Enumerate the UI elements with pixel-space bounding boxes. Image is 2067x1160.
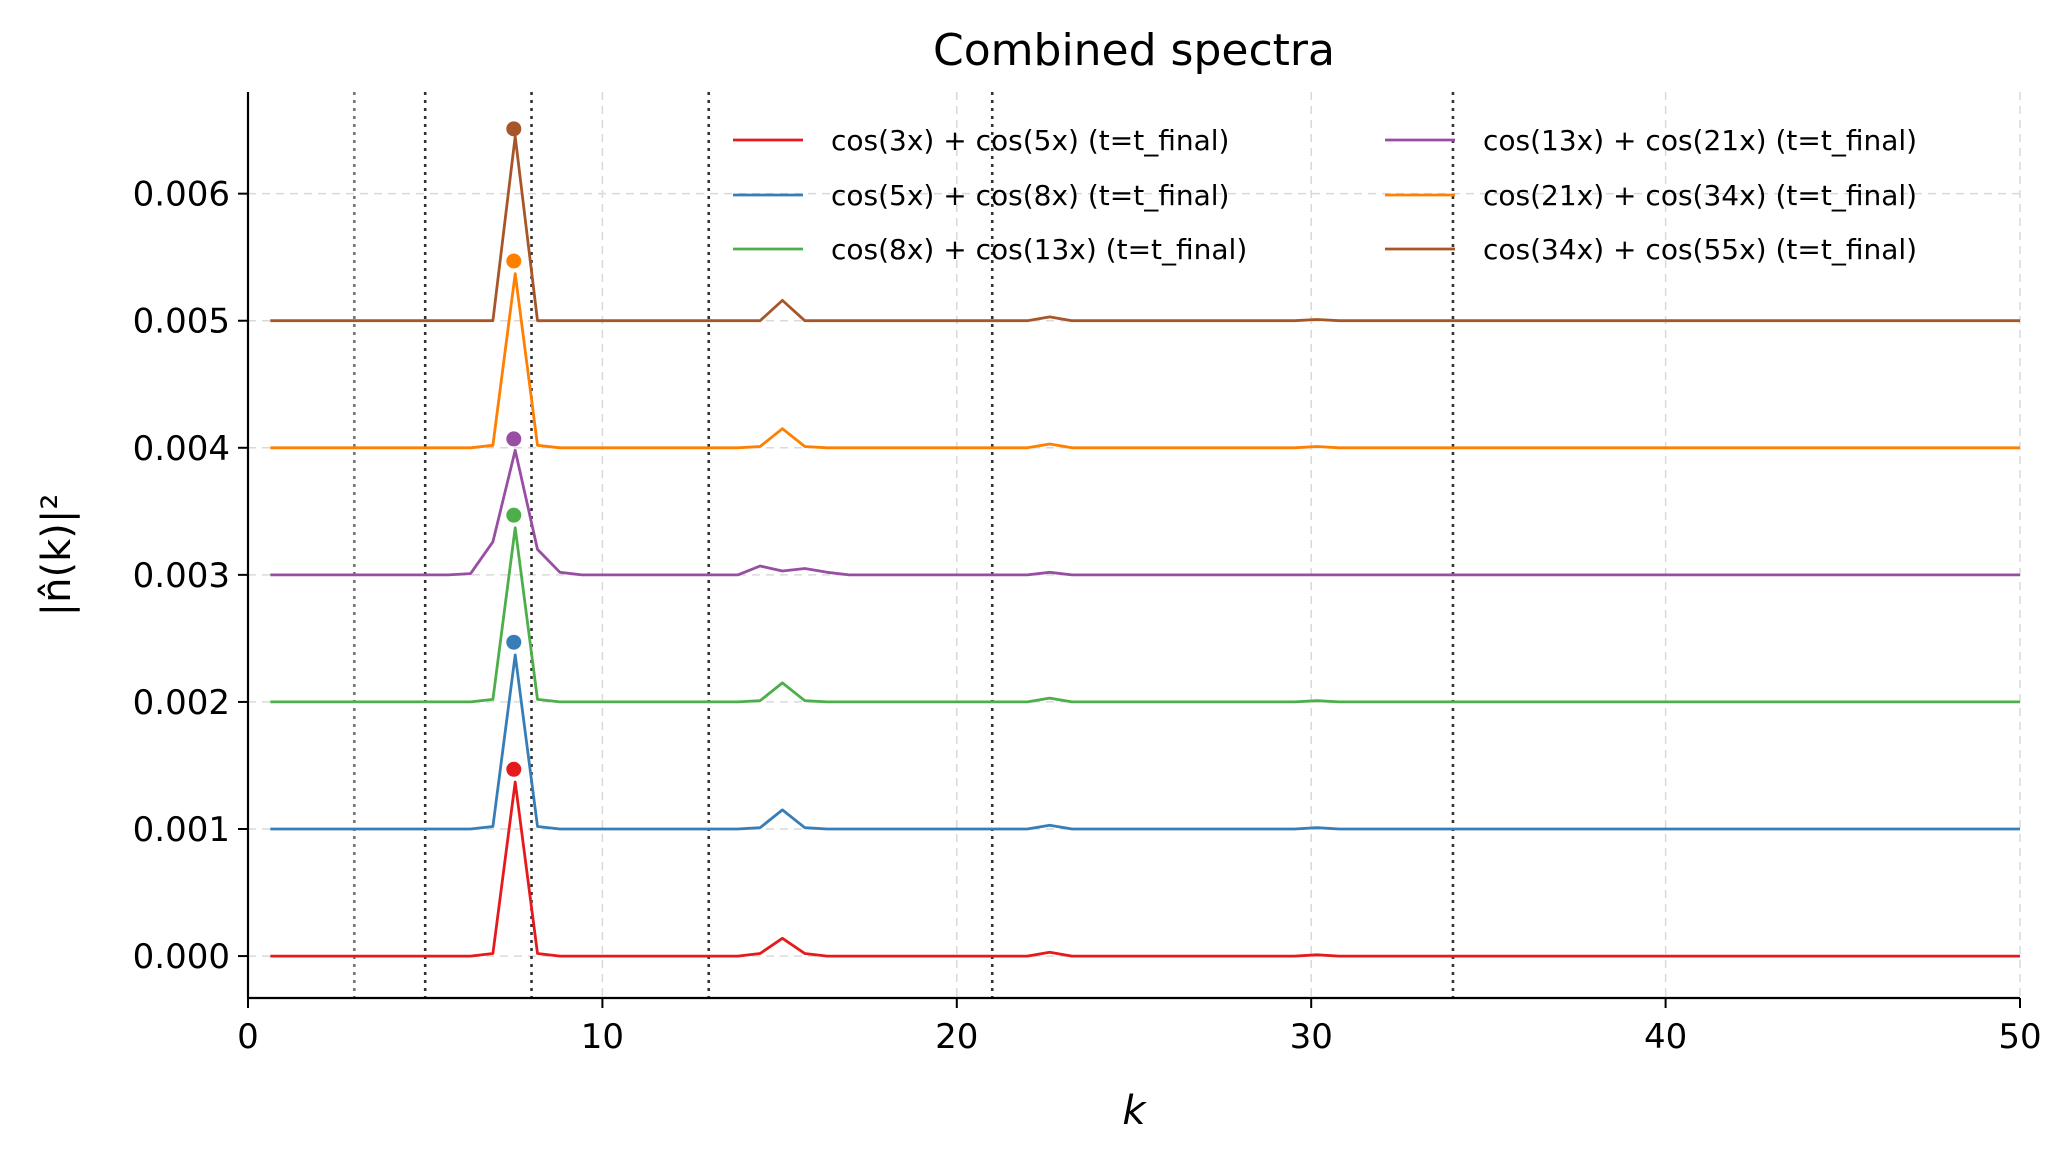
- y-tick-label: 0.003: [133, 556, 230, 596]
- x-tick-label: 50: [1998, 1017, 2041, 1057]
- series-lines: [270, 121, 2020, 958]
- x-tick-label: 30: [1290, 1017, 1333, 1057]
- series-line: [270, 448, 2020, 577]
- legend: cos(3x) + cos(5x) (t=t_final) cos(5x) + c…: [733, 124, 1917, 266]
- axes: [246, 92, 2020, 1000]
- y-tick-label: 0.002: [133, 683, 230, 723]
- peak-marker: [506, 761, 522, 777]
- legend-entry: cos(3x) + cos(5x) (t=t_final): [831, 124, 1229, 157]
- series-line: [270, 526, 2020, 704]
- y-tick-label: 0.006: [133, 175, 230, 215]
- legend-entry: cos(21x) + cos(34x) (t=t_final): [1483, 179, 1917, 212]
- peak-marker: [506, 121, 522, 137]
- legend-entry: cos(5x) + cos(8x) (t=t_final): [831, 179, 1229, 212]
- series-line: [270, 780, 2020, 958]
- chart-title: Combined spectra: [933, 25, 1335, 76]
- series-line: [270, 272, 2020, 450]
- series-line: [270, 653, 2020, 831]
- y-tick-label: 0.001: [133, 810, 230, 850]
- y-tick-label: 0.000: [133, 937, 230, 977]
- series-line: [270, 135, 2020, 323]
- legend-entry: cos(8x) + cos(13x) (t=t_final): [831, 233, 1247, 266]
- peak-marker: [506, 253, 522, 269]
- vertical-markers: [353, 92, 1455, 998]
- ticks: 0 10 20 30 40 50 0.000 0.001 0.002 0.003 0.004 0.00…: [133, 175, 2042, 1057]
- y-tick-label: 0.004: [133, 429, 230, 469]
- y-axis-label: |n̂(k)|²: [34, 494, 80, 617]
- peak-marker: [506, 634, 522, 650]
- y-tick-label: 0.005: [133, 302, 230, 342]
- peak-marker: [506, 431, 522, 447]
- x-tick-label: 10: [581, 1017, 624, 1057]
- x-tick-label: 20: [935, 1017, 978, 1057]
- x-axis-label: k: [1122, 1088, 1147, 1134]
- legend-entry: cos(34x) + cos(55x) (t=t_final): [1483, 233, 1917, 266]
- peak-marker: [506, 507, 522, 523]
- x-tick-label: 40: [1644, 1017, 1687, 1057]
- x-tick-label: 0: [237, 1017, 259, 1057]
- legend-entry: cos(13x) + cos(21x) (t=t_final): [1483, 124, 1917, 157]
